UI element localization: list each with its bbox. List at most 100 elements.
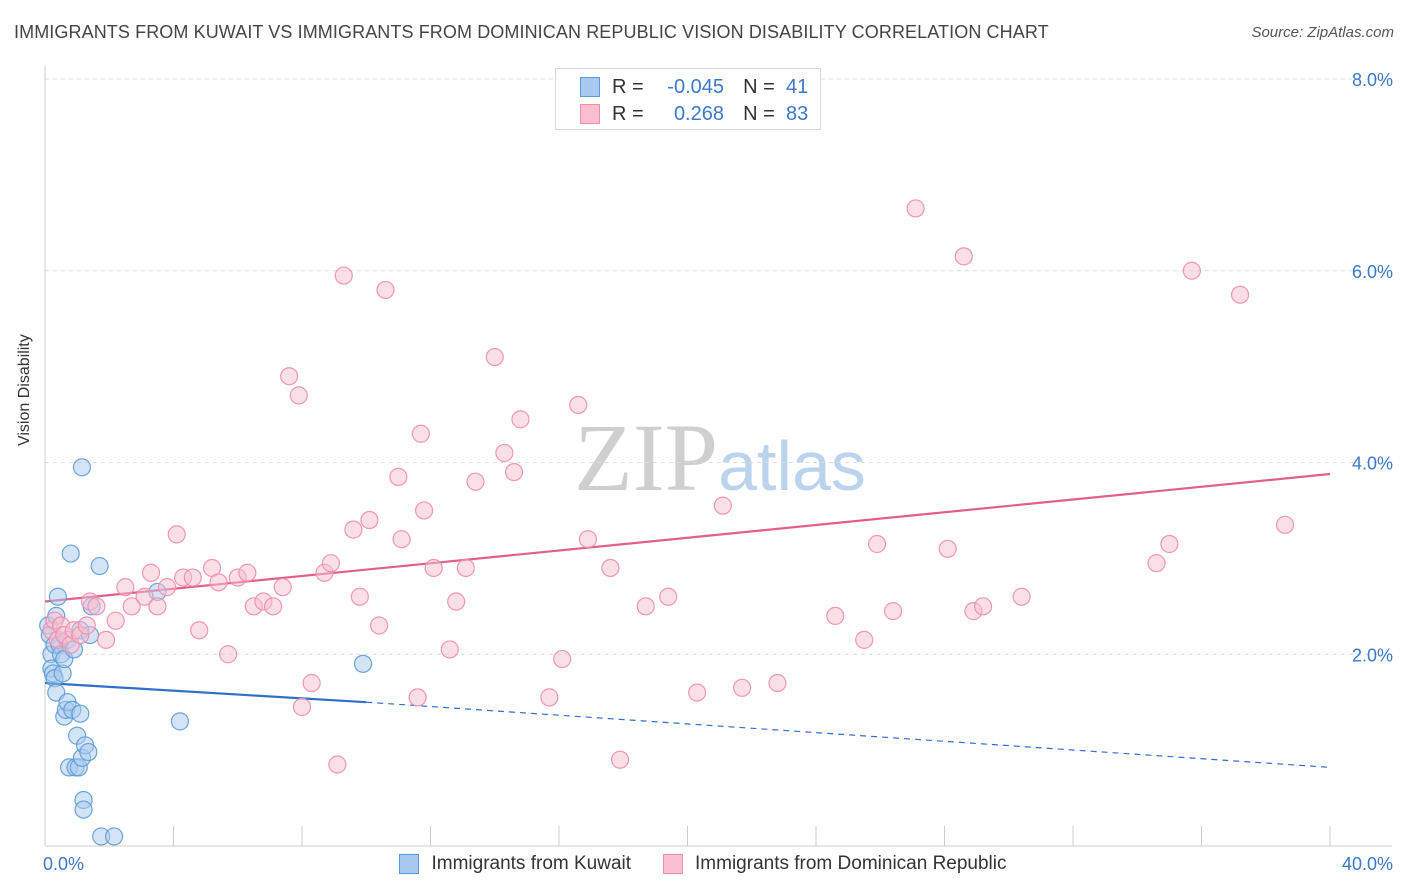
dominican-point — [167, 525, 186, 544]
watermark-text: ZIPatlas — [574, 404, 866, 511]
dominican-point — [578, 530, 598, 549]
dominican-point — [826, 606, 845, 626]
dominican-point — [190, 621, 209, 640]
kuwait-legend-swatch — [399, 854, 420, 874]
dominican-point — [1012, 587, 1031, 606]
stats-row-dominican: R = 0.268 N = 83 — [580, 102, 808, 126]
kuwait-swatch — [580, 77, 600, 97]
dominican-point — [688, 683, 707, 702]
dominican-point — [1230, 285, 1250, 304]
legend-label-kuwait: Immigrants from Kuwait — [431, 853, 632, 874]
dominican-point — [954, 247, 973, 266]
axes — [44, 66, 1392, 847]
watermark-atlas: atlas — [718, 427, 866, 505]
dominican-point — [1147, 554, 1166, 573]
dominican-point — [157, 578, 177, 597]
dominican-point — [768, 673, 787, 693]
y-tick-label: 2.0% — [1352, 645, 1393, 665]
kuwait-r-value: -0.045 — [667, 75, 724, 98]
kuwait-point — [72, 458, 92, 477]
dominican-point — [485, 347, 504, 367]
dominican-point — [376, 280, 395, 300]
dominican-point — [424, 558, 443, 578]
kuwait-point — [48, 587, 67, 606]
kuwait-trend-line — [44, 681, 367, 704]
dominican-point — [328, 755, 347, 774]
dominican-point — [280, 367, 299, 386]
dominican-point — [96, 630, 116, 649]
dominican-point — [466, 472, 485, 491]
dominican-point — [106, 611, 125, 630]
kuwait-n-value: 41 — [786, 75, 809, 98]
kuwait-point — [71, 704, 90, 723]
trend-lines — [44, 472, 1331, 768]
dominican-point — [389, 467, 408, 486]
dominican-point — [447, 592, 466, 611]
dominican-point — [610, 750, 630, 769]
dominican-point — [540, 688, 559, 707]
dominican-point — [238, 563, 257, 582]
kuwait-trend-extension — [366, 701, 1331, 768]
dominican-point — [883, 602, 903, 621]
series-legend: Immigrants from Kuwait Immigrants from D… — [0, 851, 1406, 877]
dominican-point — [659, 587, 678, 606]
source-label: Source: ZipAtlas.com — [1251, 24, 1394, 41]
x-tick-label: 40.0% — [1342, 854, 1393, 874]
dominican-point — [334, 266, 353, 285]
dominican-point — [569, 395, 588, 415]
dominican-point — [504, 462, 524, 482]
r-label: R = — [612, 102, 644, 125]
dominican-point — [601, 558, 620, 578]
legend-item-kuwait: Immigrants from Kuwait — [399, 853, 631, 875]
dominican-point — [973, 597, 993, 616]
dominican-point — [495, 443, 514, 463]
dominican-point — [411, 424, 430, 443]
dominican-point — [456, 558, 475, 578]
data-points — [39, 199, 1295, 846]
dominican-trend-line — [44, 472, 1331, 603]
y-tick-label: 4.0% — [1352, 454, 1393, 474]
dominican-point — [1160, 534, 1179, 554]
dominican-point — [511, 410, 530, 429]
dominican-point — [713, 496, 732, 515]
dominican-point — [408, 688, 427, 707]
legend-item-dominican: Immigrants from Dominican Republic — [663, 853, 1007, 875]
dominican-point — [414, 501, 434, 520]
dominican-legend-swatch — [663, 854, 684, 874]
dominican-point — [183, 568, 202, 587]
dominican-point — [321, 554, 341, 573]
dominican-point — [302, 673, 321, 693]
dominican-point — [906, 199, 925, 218]
kuwait-point — [170, 712, 190, 731]
kuwait-point — [104, 827, 124, 846]
tick-labels: 2.0% 4.0% 6.0% 8.0% 0.0% 40.0% — [43, 70, 1393, 874]
dominican-point — [1275, 515, 1295, 534]
dominican-point — [867, 534, 887, 554]
dominican-point — [360, 510, 379, 530]
y-tick-label: 6.0% — [1352, 262, 1393, 282]
dominican-point — [77, 616, 96, 635]
dominican-point — [733, 678, 752, 697]
kuwait-point — [79, 742, 98, 762]
dominican-point — [209, 573, 228, 592]
dominican-point — [263, 597, 283, 616]
watermark-zip: ZIP — [574, 404, 718, 511]
stats-row-kuwait: R = -0.045 N = 41 — [580, 75, 808, 99]
dominican-point — [122, 597, 141, 616]
dominican-point — [938, 539, 957, 558]
watermark: ZIPatlas — [574, 404, 866, 511]
dominican-point — [392, 530, 411, 549]
dominican-point — [292, 697, 312, 717]
dominican-point — [350, 587, 369, 606]
chart-title: IMMIGRANTS FROM KUWAIT VS IMMIGRANTS FRO… — [14, 22, 1049, 42]
dominican-point — [273, 578, 292, 597]
kuwait-point — [61, 544, 80, 563]
dominican-point — [440, 640, 459, 659]
dominican-point — [344, 520, 363, 539]
n-label: N = — [743, 75, 775, 98]
dominican-n-value: 83 — [786, 102, 809, 125]
kuwait-point — [353, 654, 373, 673]
gridlines — [45, 78, 1392, 655]
dominican-point — [87, 597, 106, 616]
